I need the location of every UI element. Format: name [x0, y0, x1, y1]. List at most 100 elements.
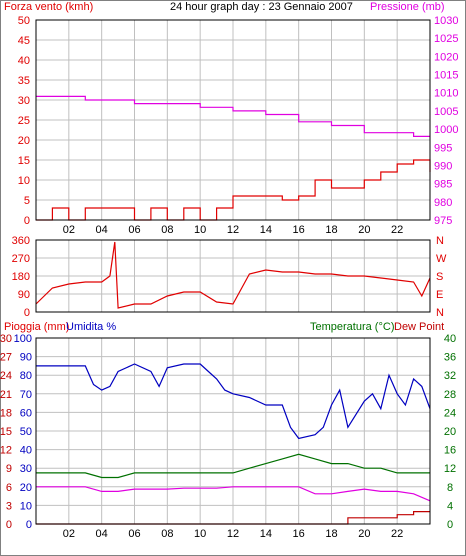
humidity-tick-label: 100 — [14, 333, 32, 345]
climate-x-tick-label: 12 — [227, 528, 239, 540]
climate-x-tick-label: 06 — [128, 528, 140, 540]
compass-label: E — [436, 289, 443, 301]
temperature-tick-label: 4 — [447, 500, 453, 512]
climate-x-tick-label: 16 — [293, 528, 305, 540]
wind-speed-tick-label: 45 — [18, 35, 30, 47]
pressure-tick-label: 1005 — [434, 106, 458, 118]
humidity-axis-title: Umidita % — [66, 321, 116, 333]
climate-x-tick-label: 18 — [325, 528, 337, 540]
compass-label: W — [436, 253, 447, 265]
wind-direction-panel — [35, 239, 431, 313]
dewpoint-axis-title: Dew Point — [394, 321, 444, 333]
wind-x-tick-label: 20 — [358, 224, 370, 236]
temperature-tick-label: 8 — [447, 482, 453, 494]
humidity-tick-label: 50 — [20, 426, 32, 438]
wind-speed-series — [36, 159, 431, 221]
rain-tick-label: 24 — [0, 370, 12, 382]
pressure-tick-label: 985 — [434, 179, 452, 191]
humidity-tick-label: 0 — [26, 519, 32, 531]
rain-tick-label: 0 — [6, 519, 12, 531]
rain-tick-label: 21 — [0, 389, 12, 401]
wind-speed-tick-label: 35 — [18, 75, 30, 87]
compass-label: S — [436, 271, 443, 283]
wind-speed-tick-label: 25 — [18, 115, 30, 127]
compass-label: N — [436, 235, 444, 247]
humidity-tick-label: 20 — [20, 482, 32, 494]
rain-axis-title: Pioggia (mm) — [4, 321, 69, 333]
temperature-axis-title: Temperatura (°C) — [310, 321, 394, 333]
wind-speed-tick-label: 40 — [18, 55, 30, 67]
humidity-tick-label: 40 — [20, 445, 32, 457]
wind-x-tick-label: 22 — [391, 224, 403, 236]
temperature-tick-label: 36 — [444, 352, 456, 364]
direction-tick-label: 90 — [18, 289, 30, 301]
pressure-series — [36, 95, 430, 137]
temperature-tick-label: 20 — [444, 426, 456, 438]
climate-x-tick-label: 10 — [194, 528, 206, 540]
wind-x-tick-label: 02 — [63, 224, 75, 236]
direction-tick-label: 270 — [12, 253, 30, 265]
chart-title: 24 hour graph day : 23 Gennaio 2007 — [170, 1, 353, 13]
wind-x-tick-label: 14 — [260, 224, 272, 236]
wind-direction-series — [35, 241, 431, 309]
climate-x-tick-label: 14 — [260, 528, 272, 540]
humidity-tick-label: 30 — [20, 463, 32, 475]
climate-x-tick-label: 22 — [391, 528, 403, 540]
wind-x-tick-label: 08 — [161, 224, 173, 236]
wind-speed-tick-label: 30 — [18, 95, 30, 107]
pressure-axis-title: Pressione (mb) — [370, 1, 445, 13]
rain-tick-label: 9 — [6, 463, 12, 475]
wind-speed-axis-title: Forza vento (kmh) — [4, 1, 93, 13]
climate-x-tick-label: 08 — [161, 528, 173, 540]
climate-panel — [35, 337, 431, 525]
humidity-tick-label: 90 — [20, 352, 32, 364]
rain-tick-label: 12 — [0, 445, 12, 457]
dewpoint-series — [36, 486, 431, 502]
pressure-tick-label: 1000 — [434, 124, 458, 136]
wind-speed-tick-label: 50 — [18, 15, 30, 27]
rain-tick-label: 6 — [6, 482, 12, 494]
pressure-tick-label: 975 — [434, 215, 452, 227]
pressure-tick-label: 1010 — [434, 88, 458, 100]
pressure-tick-label: 1030 — [434, 15, 458, 27]
pressure-tick-label: 1020 — [434, 51, 458, 63]
rain-tick-label: 18 — [0, 407, 12, 419]
direction-tick-label: 0 — [24, 307, 30, 319]
wind-speed-tick-label: 20 — [18, 135, 30, 147]
temperature-tick-label: 32 — [444, 370, 456, 382]
rain-tick-label: 30 — [0, 333, 12, 345]
temperature-tick-label: 12 — [444, 463, 456, 475]
rain-tick-label: 27 — [0, 352, 12, 364]
direction-tick-label: 180 — [12, 271, 30, 283]
humidity-tick-label: 10 — [20, 500, 32, 512]
wind-x-tick-label: 10 — [194, 224, 206, 236]
temperature-tick-label: 40 — [444, 333, 456, 345]
wind-speed-tick-label: 10 — [18, 175, 30, 187]
rain-tick-label: 3 — [6, 500, 12, 512]
temperature-tick-label: 16 — [444, 445, 456, 457]
wind-speed-tick-label: 0 — [24, 215, 30, 227]
temperature-tick-label: 28 — [444, 389, 456, 401]
humidity-series — [36, 363, 431, 440]
pressure-tick-label: 1025 — [434, 33, 458, 45]
wind-pressure-panel — [35, 19, 431, 221]
wind-x-tick-label: 16 — [293, 224, 305, 236]
temperature-series — [36, 453, 430, 479]
direction-tick-label: 360 — [12, 235, 30, 247]
compass-label: N — [436, 307, 444, 319]
pressure-tick-label: 1015 — [434, 70, 458, 82]
temperature-tick-label: 0 — [447, 519, 453, 531]
climate-x-tick-label: 04 — [96, 528, 108, 540]
climate-x-tick-label: 20 — [358, 528, 370, 540]
climate-x-tick-label: 02 — [63, 528, 75, 540]
rain-tick-label: 15 — [0, 426, 12, 438]
humidity-tick-label: 60 — [20, 407, 32, 419]
humidity-tick-label: 70 — [20, 389, 32, 401]
wind-speed-tick-label: 5 — [24, 195, 30, 207]
wind-x-tick-label: 12 — [227, 224, 239, 236]
temperature-tick-label: 24 — [444, 407, 456, 419]
pressure-tick-label: 990 — [434, 160, 452, 172]
wind-x-tick-label: 04 — [96, 224, 108, 236]
pressure-tick-label: 980 — [434, 197, 452, 209]
